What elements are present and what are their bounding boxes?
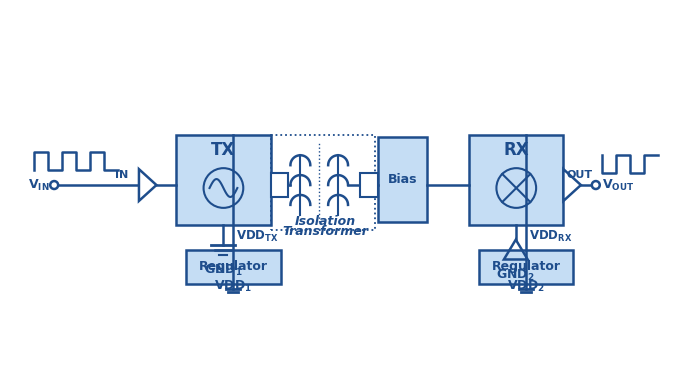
Circle shape <box>50 181 58 189</box>
Text: RX: RX <box>503 141 529 159</box>
Bar <box>271 135 375 230</box>
Text: OUT: OUT <box>566 170 592 180</box>
Polygon shape <box>564 169 581 201</box>
Text: Transformer: Transformer <box>282 225 368 238</box>
Text: TX: TX <box>211 141 236 159</box>
Text: IN: IN <box>115 170 128 180</box>
Bar <box>360 173 378 197</box>
Text: Regulator: Regulator <box>491 260 561 274</box>
Text: $\mathbf{GND_2}$: $\mathbf{GND_2}$ <box>496 268 535 282</box>
Text: Isolation: Isolation <box>295 215 356 228</box>
Bar <box>271 173 288 197</box>
Bar <box>176 135 271 225</box>
Circle shape <box>592 181 600 189</box>
Bar <box>378 138 428 222</box>
Text: $\mathbf{V_{IN}}$: $\mathbf{V_{IN}}$ <box>28 177 49 193</box>
Text: $\mathbf{VDD_1}$: $\mathbf{VDD_1}$ <box>214 279 252 294</box>
Bar <box>469 135 564 225</box>
Bar <box>186 250 281 284</box>
Polygon shape <box>139 169 156 201</box>
Text: Bias: Bias <box>388 173 417 186</box>
Text: $\mathbf{V_{OUT}}$: $\mathbf{V_{OUT}}$ <box>602 177 634 193</box>
Text: $\mathbf{VDD_{TX}}$: $\mathbf{VDD_{TX}}$ <box>236 229 279 244</box>
Text: $\mathbf{VDD_2}$: $\mathbf{VDD_2}$ <box>507 279 545 294</box>
Text: Regulator: Regulator <box>199 260 268 274</box>
Bar <box>479 250 573 284</box>
Text: $\mathbf{VDD_{RX}}$: $\mathbf{VDD_{RX}}$ <box>528 229 572 244</box>
Text: $\mathbf{GND_1}$: $\mathbf{GND_1}$ <box>204 263 242 277</box>
